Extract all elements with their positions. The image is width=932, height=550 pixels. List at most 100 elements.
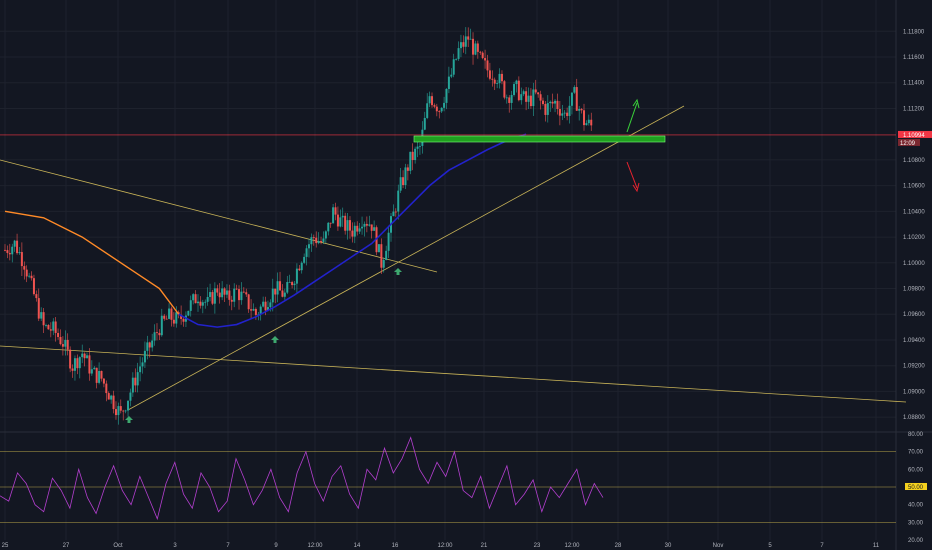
time-tick-label: 28 [615, 543, 622, 549]
candle-body [537, 92, 540, 95]
price-tick-label: 1.10400 [903, 209, 925, 215]
price-tick-label: 1.10800 [903, 158, 925, 164]
time-tick-label: 21 [481, 543, 488, 549]
candle-body [522, 91, 525, 95]
countdown-label: 12:09 [900, 141, 916, 147]
candle-body [500, 73, 503, 82]
candle-body [57, 332, 60, 337]
candle-body [493, 79, 496, 84]
candle-body [351, 230, 354, 237]
candle-body [175, 312, 178, 324]
candle-body [580, 108, 583, 111]
moving-average-blue [178, 133, 527, 328]
candle-body [363, 223, 366, 227]
candle-body [515, 80, 518, 85]
candle-body [556, 100, 559, 109]
descending-trendline-lower [0, 345, 907, 403]
candle-body [131, 377, 134, 393]
candle-body [235, 288, 238, 290]
candle-body [247, 294, 250, 310]
candle-body [568, 105, 571, 116]
rsi-tick-label: 80.00 [908, 432, 924, 438]
candle-body [90, 369, 93, 374]
candle-body [81, 353, 84, 358]
candle-body [30, 275, 33, 279]
candle-body [218, 292, 221, 298]
candle-body [303, 256, 306, 263]
candle-body [402, 177, 405, 186]
price-pane[interactable] [0, 27, 907, 425]
time-tick-label: 27 [63, 543, 70, 549]
candle-body [411, 151, 414, 161]
candle-body [189, 300, 192, 311]
candle-body [447, 76, 450, 89]
bearish-arrow [626, 161, 638, 189]
candle-body [146, 342, 149, 351]
candle-body [324, 231, 327, 239]
time-tick-label: Nov [713, 543, 724, 549]
candle-body [216, 288, 219, 293]
bearish-arrow-head [632, 182, 640, 193]
candle-body [266, 307, 269, 311]
candle-body [440, 107, 443, 112]
candle-body [64, 339, 67, 347]
candle-body [76, 358, 79, 369]
candle-body [151, 340, 154, 348]
candle-body [404, 167, 407, 186]
price-tick-label: 1.11200 [903, 106, 925, 112]
time-tick-label: 16 [392, 543, 399, 549]
candle-body [129, 392, 132, 401]
candlestick-series [4, 27, 593, 425]
candle-body [35, 294, 38, 299]
candle-body [476, 43, 479, 52]
support-zone [413, 135, 666, 143]
candle-body [539, 94, 542, 101]
candle-body [4, 249, 6, 251]
candle-body [117, 406, 120, 416]
candle-body [310, 237, 313, 245]
candle-body [100, 370, 103, 379]
rsi-pane[interactable] [0, 436, 896, 523]
candle-body [16, 240, 19, 254]
time-tick-label: 23 [534, 543, 541, 549]
candle-body [397, 190, 400, 212]
candle-body [93, 367, 96, 370]
candle-body [228, 290, 231, 300]
candle-body [498, 73, 501, 84]
candle-body [474, 43, 477, 55]
candle-body [211, 292, 214, 304]
candle-body [83, 353, 86, 359]
candle-body [305, 248, 308, 257]
time-tick-label: 9 [274, 543, 278, 549]
candle-body [119, 406, 122, 411]
candle-body [346, 220, 349, 231]
candle-body [221, 288, 224, 298]
candle-body [168, 308, 171, 319]
candle-body [315, 237, 318, 244]
candle-body [570, 92, 573, 106]
candle-body [348, 220, 351, 231]
candle-body [49, 329, 52, 331]
candle-body [298, 268, 301, 271]
candle-body [590, 119, 593, 126]
candle-body [283, 292, 286, 297]
candle-body [182, 318, 185, 322]
candle-body [546, 103, 549, 115]
candle-body [394, 211, 397, 213]
candle-body [368, 224, 371, 226]
candle-body [288, 282, 291, 283]
candle-body [180, 314, 183, 319]
candle-body [450, 74, 453, 77]
price-tick-label: 1.11400 [903, 81, 925, 87]
time-tick-label: 12:00 [307, 543, 323, 549]
candle-body [250, 309, 253, 311]
candle-body [433, 105, 436, 107]
price-tick-label: 1.11800 [903, 29, 925, 35]
candle-body [382, 260, 385, 268]
candle-body [225, 290, 228, 295]
time-tick-label: 12:00 [437, 543, 453, 549]
candle-body [28, 275, 31, 277]
candle-body [459, 42, 462, 49]
candle-body [532, 89, 535, 107]
